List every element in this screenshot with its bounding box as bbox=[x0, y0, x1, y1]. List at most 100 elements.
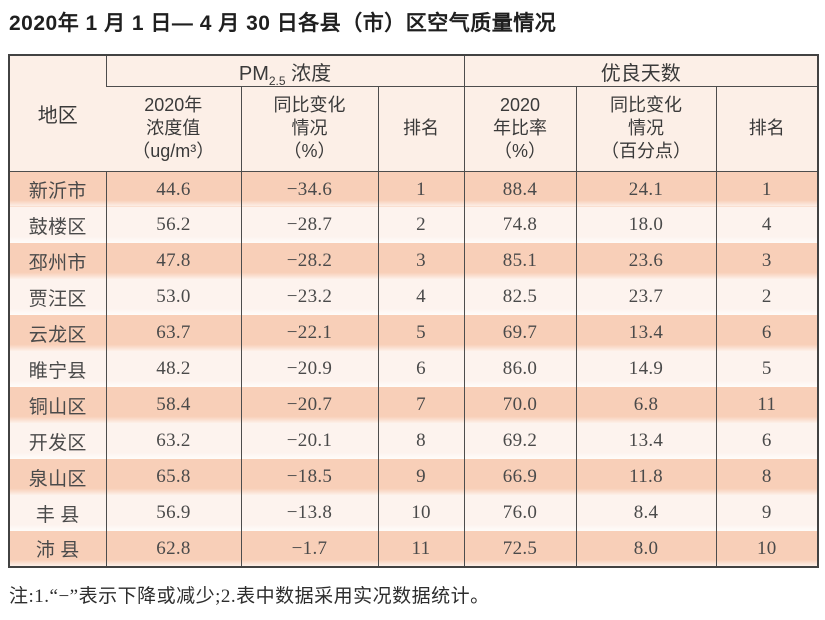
cell-pm-value: 53.0 bbox=[105, 279, 241, 316]
cell-pm-change: −13.8 bbox=[240, 495, 378, 532]
cell-good-change: 13.4 bbox=[575, 423, 717, 460]
header-group-pm25: PM2.5 浓度 bbox=[105, 55, 465, 88]
cell-pm-change: −23.2 bbox=[240, 279, 378, 316]
cell-region: 云龙区 bbox=[9, 315, 106, 352]
table-header: 地区 PM2.5 浓度 优良天数 2020年 浓度值 （ug/m³） 同比变化 … bbox=[9, 55, 819, 172]
cell-pm-value: 44.6 bbox=[105, 171, 241, 208]
cell-good-rank: 8 bbox=[715, 459, 819, 496]
cell-pm-rank: 6 bbox=[377, 351, 465, 388]
cell-good-rate: 85.1 bbox=[463, 243, 577, 280]
cell-good-rank: 1 bbox=[715, 171, 819, 208]
cell-region: 新沂市 bbox=[9, 171, 106, 208]
header-good-change: 同比变化 情况 （百分点） bbox=[575, 86, 717, 172]
cell-region: 开发区 bbox=[9, 423, 106, 460]
pm25-label-suffix: 浓度 bbox=[285, 62, 332, 85]
cell-good-rank: 5 bbox=[715, 351, 819, 388]
table-row: 睢宁县 48.2 −20.9 6 86.0 14.9 5 bbox=[9, 351, 819, 388]
pm25-label-subscript: 2.5 bbox=[268, 73, 286, 88]
cell-region: 铜山区 bbox=[9, 387, 106, 424]
cell-good-rank: 3 bbox=[715, 243, 819, 280]
header-sub-row: 2020年 浓度值 （ug/m³） 同比变化 情况 （%） 排名 2020 年比… bbox=[9, 86, 819, 172]
cell-pm-change: −28.7 bbox=[240, 207, 378, 244]
cell-pm-rank: 4 bbox=[377, 279, 465, 316]
cell-good-change: 23.6 bbox=[575, 243, 717, 280]
header-pm-change: 同比变化 情况 （%） bbox=[240, 86, 378, 172]
cell-good-change: 8.0 bbox=[575, 531, 717, 568]
header-good-rank: 排名 bbox=[715, 86, 819, 172]
cell-good-rate: 76.0 bbox=[463, 495, 577, 532]
table-row: 开发区 63.2 −20.1 8 69.2 13.4 6 bbox=[9, 423, 819, 460]
cell-region: 丰 县 bbox=[9, 495, 106, 532]
table-row: 沛 县 62.8 −1.7 11 72.5 8.0 10 bbox=[9, 531, 819, 568]
cell-pm-value: 58.4 bbox=[105, 387, 241, 424]
cell-good-rate: 69.2 bbox=[463, 423, 577, 460]
header-pm-rank: 排名 bbox=[377, 86, 465, 172]
cell-region: 贾汪区 bbox=[9, 279, 106, 316]
cell-pm-value: 48.2 bbox=[105, 351, 241, 388]
cell-pm-rank: 3 bbox=[377, 243, 465, 280]
table-row: 丰 县 56.9 −13.8 10 76.0 8.4 9 bbox=[9, 495, 819, 532]
cell-good-rank: 10 bbox=[715, 531, 819, 568]
table-row: 鼓楼区 56.2 −28.7 2 74.8 18.0 4 bbox=[9, 207, 819, 244]
table-body: 新沂市 44.6 −34.6 1 88.4 24.1 1 鼓楼区 56.2 −2… bbox=[9, 171, 819, 568]
cell-good-change: 24.1 bbox=[575, 171, 717, 208]
header-region: 地区 bbox=[9, 55, 106, 172]
cell-region: 睢宁县 bbox=[9, 351, 106, 388]
cell-good-rate: 74.8 bbox=[463, 207, 577, 244]
cell-good-rate: 69.7 bbox=[463, 315, 577, 352]
table-row: 贾汪区 53.0 −23.2 4 82.5 23.7 2 bbox=[9, 279, 819, 316]
cell-good-rate: 82.5 bbox=[463, 279, 577, 316]
cell-pm-change: −34.6 bbox=[240, 171, 378, 208]
cell-good-rate: 86.0 bbox=[463, 351, 577, 388]
cell-pm-rank: 10 bbox=[377, 495, 465, 532]
cell-pm-change: −20.7 bbox=[240, 387, 378, 424]
header-group-row: 地区 PM2.5 浓度 优良天数 bbox=[9, 55, 819, 172]
cell-good-rank: 6 bbox=[715, 315, 819, 352]
cell-good-change: 6.8 bbox=[575, 387, 717, 424]
cell-pm-change: −18.5 bbox=[240, 459, 378, 496]
cell-good-rank: 9 bbox=[715, 495, 819, 532]
cell-pm-change: −1.7 bbox=[240, 531, 378, 568]
cell-pm-change: −20.1 bbox=[240, 423, 378, 460]
cell-pm-value: 56.2 bbox=[105, 207, 241, 244]
cell-pm-change: −20.9 bbox=[240, 351, 378, 388]
cell-pm-change: −22.1 bbox=[240, 315, 378, 352]
footnote: 注:1.“−”表示下降或减少;2.表中数据采用实况数据统计。 bbox=[9, 586, 490, 608]
cell-good-rank: 6 bbox=[715, 423, 819, 460]
cell-pm-value: 65.8 bbox=[105, 459, 241, 496]
cell-good-rate: 70.0 bbox=[463, 387, 577, 424]
table-row: 邳州市 47.8 −28.2 3 85.1 23.6 3 bbox=[9, 243, 819, 280]
cell-pm-rank: 8 bbox=[377, 423, 465, 460]
cell-pm-rank: 9 bbox=[377, 459, 465, 496]
cell-good-rate: 66.9 bbox=[463, 459, 577, 496]
cell-pm-rank: 5 bbox=[377, 315, 465, 352]
cell-good-change: 8.4 bbox=[575, 495, 717, 532]
cell-pm-value: 47.8 bbox=[105, 243, 241, 280]
cell-good-rank: 11 bbox=[715, 387, 819, 424]
header-good-rate: 2020 年比率 （%） bbox=[463, 86, 577, 172]
cell-region: 泉山区 bbox=[9, 459, 106, 496]
cell-good-change: 11.8 bbox=[575, 459, 717, 496]
table-row: 云龙区 63.7 −22.1 5 69.7 13.4 6 bbox=[9, 315, 819, 352]
air-quality-table: 地区 PM2.5 浓度 优良天数 2020年 浓度值 （ug/m³） 同比变化 … bbox=[8, 54, 820, 569]
cell-pm-value: 63.2 bbox=[105, 423, 241, 460]
cell-good-rank: 2 bbox=[715, 279, 819, 316]
page-title: 2020年 1 月 1 日— 4 月 30 日各县（市）区空气质量情况 bbox=[9, 12, 557, 35]
pm25-label-prefix: PM bbox=[238, 62, 269, 85]
cell-pm-rank: 11 bbox=[377, 531, 465, 568]
cell-good-change: 18.0 bbox=[575, 207, 717, 244]
cell-region: 鼓楼区 bbox=[9, 207, 106, 244]
cell-good-change: 14.9 bbox=[575, 351, 717, 388]
cell-good-rate: 88.4 bbox=[463, 171, 577, 208]
cell-pm-value: 63.7 bbox=[105, 315, 241, 352]
cell-pm-rank: 2 bbox=[377, 207, 465, 244]
cell-good-change: 13.4 bbox=[575, 315, 717, 352]
cell-pm-rank: 7 bbox=[377, 387, 465, 424]
cell-pm-value: 56.9 bbox=[105, 495, 241, 532]
table-row: 泉山区 65.8 −18.5 9 66.9 11.8 8 bbox=[9, 459, 819, 496]
cell-good-rate: 72.5 bbox=[463, 531, 577, 568]
cell-pm-value: 62.8 bbox=[105, 531, 241, 568]
cell-good-change: 23.7 bbox=[575, 279, 717, 316]
table-row: 新沂市 44.6 −34.6 1 88.4 24.1 1 bbox=[9, 171, 819, 208]
